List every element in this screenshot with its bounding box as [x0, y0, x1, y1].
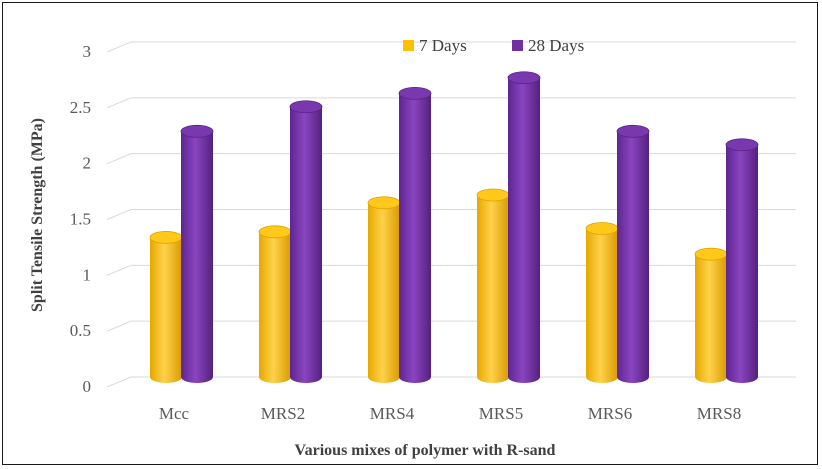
y-tick-label: 1: [83, 265, 92, 284]
bar-28-days-mrs4: [398, 86, 432, 383]
x-tick-label: Mcc: [159, 404, 190, 423]
bar-7-days-mrs5: [476, 188, 510, 383]
x-tick-label: MRS5: [479, 404, 523, 423]
x-tick-labels: Mcc MRS2 MRS4 MRS5 MRS6 MRS8: [159, 404, 741, 423]
bar-7-days-mrs2: [258, 225, 292, 383]
bar-7-days-mrs4: [367, 196, 401, 383]
bar-top: [585, 222, 619, 235]
y-tick-labels: 0 0.5 1 1.5 2 2.5 3: [70, 42, 91, 396]
x-tick-label: MRS6: [588, 404, 632, 423]
y-tick-label: 1.5: [70, 210, 91, 229]
bar-body: [368, 202, 400, 383]
x-tick-label: MRS2: [261, 404, 305, 423]
y-tick-label: 0.5: [70, 321, 91, 340]
bar-body: [695, 254, 727, 383]
bar-28-days-mrs5: [507, 71, 541, 383]
legend-label: 7 Days: [419, 36, 467, 55]
bar-body: [508, 77, 540, 383]
bar-top: [725, 138, 759, 152]
gridlines: [106, 41, 796, 388]
bar-top: [180, 124, 214, 138]
bar-top: [694, 247, 728, 261]
bar-top: [476, 188, 510, 202]
chart-svg: 0 0.5 1 1.5 2 2.5 3 Mcc MRS2 MRS4 MRS5 MRS6 MRS8 7 …: [29, 36, 796, 459]
bar-top: [507, 71, 541, 85]
bar-body: [399, 93, 431, 383]
bar-28-days-mrs8: [725, 138, 759, 383]
bar-top: [289, 100, 323, 114]
bar-top: [258, 225, 292, 239]
bar-28-days-mrs6: [616, 124, 650, 383]
bar-7-days-mcc: [149, 231, 183, 383]
y-tick-label: 2.5: [70, 98, 91, 117]
gridline: [106, 264, 796, 276]
gridline: [106, 209, 796, 220]
x-tick-label: MRS4: [370, 404, 415, 423]
bars: [149, 71, 759, 384]
y-tick-label: 3: [83, 42, 92, 61]
gridline: [106, 320, 796, 332]
bar-body: [586, 228, 618, 383]
legend-swatch: [512, 40, 523, 51]
legend-swatch: [403, 40, 414, 51]
bar-body: [181, 131, 213, 383]
bar-body: [290, 106, 322, 384]
bar-body: [259, 231, 291, 383]
gridline: [106, 376, 796, 388]
bar-body: [617, 131, 649, 383]
bar-body: [150, 237, 182, 383]
bar-28-days-mcc: [180, 124, 214, 383]
gridline: [106, 97, 796, 109]
legend-label: 28 Days: [528, 36, 584, 55]
bar-7-days-mrs8: [694, 247, 728, 383]
gridline: [106, 153, 796, 165]
bar-body: [726, 144, 758, 383]
y-tick-label: 2: [83, 154, 92, 173]
bar-top: [616, 124, 650, 138]
y-tick-label: 0: [83, 377, 92, 396]
bar-body: [477, 194, 509, 383]
gridline: [106, 41, 796, 53]
bar-7-days-mrs6: [585, 222, 619, 383]
x-tick-label: MRS8: [697, 404, 741, 423]
bar-28-days-mrs2: [289, 100, 323, 384]
y-axis-title: Split Tensile Strength (MPa): [29, 118, 46, 312]
bar-top: [149, 231, 183, 244]
bar-top: [398, 86, 432, 100]
bar-top: [367, 196, 401, 210]
x-axis-title: Various mixes of polymer with R-sand: [295, 442, 556, 459]
legend: 7 Days 28 Days: [403, 36, 584, 55]
